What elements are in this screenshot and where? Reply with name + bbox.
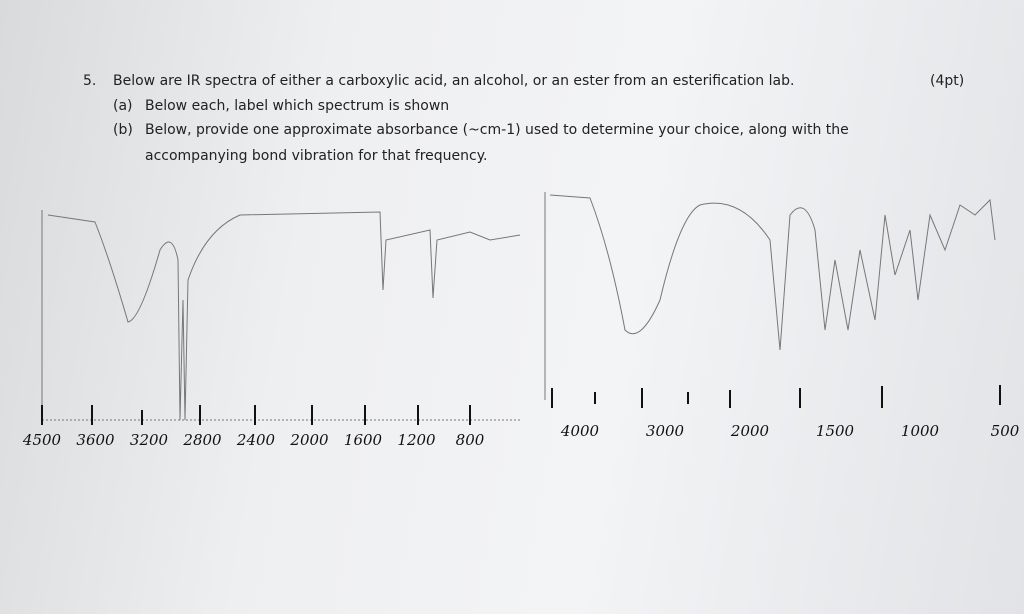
part-label: (b): [113, 122, 133, 138]
spectrum-curve: [549, 194, 996, 351]
axis-label: 2800: [182, 431, 222, 449]
axis-label: 800: [456, 431, 485, 449]
axis-label: 4000: [560, 422, 600, 440]
axis-label: 2000: [289, 431, 329, 449]
part-text: accompanying bond vibration for that fre…: [145, 148, 488, 164]
spectrum-left: [41, 210, 521, 421]
axis-label: 500: [991, 422, 1020, 440]
question-number: 5.: [83, 73, 97, 89]
hand-ticks: [41, 385, 1001, 425]
spectrum-right: [544, 192, 996, 400]
axis-label: 2400: [236, 431, 276, 449]
axis-label: 2000: [730, 422, 770, 440]
axis-label: 1500: [816, 422, 855, 440]
axis-label: 1200: [397, 431, 436, 449]
axis-labels: 4500 3600 3200 2800 2400 2000 1600 1200 800 4000 3…: [22, 422, 1020, 449]
axis-label: 4500: [22, 431, 62, 449]
spectrum-curve: [47, 211, 521, 421]
part-label: (a): [113, 98, 133, 114]
axis-label: 1600: [344, 431, 383, 449]
axis-label: 3600: [76, 431, 115, 449]
part-text: Below, provide one approximate absorbanc…: [145, 122, 849, 138]
axis-label: 3200: [130, 431, 169, 449]
axis-label: 3000: [646, 422, 685, 440]
part-text: Below each, label which spectrum is show…: [145, 98, 450, 114]
axis-label: 1000: [901, 422, 940, 440]
points: (4pt): [930, 73, 965, 89]
question-text: Below are IR spectra of either a carboxy…: [113, 73, 795, 89]
